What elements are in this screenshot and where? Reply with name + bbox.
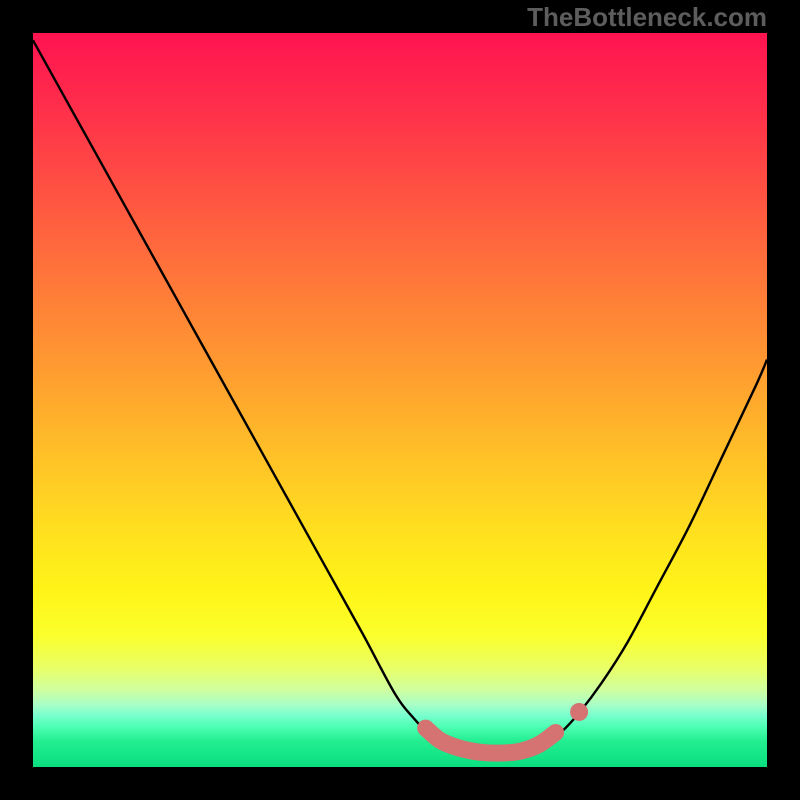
- frame-border-left: [0, 0, 33, 800]
- sweet-spot-end-dot: [570, 703, 588, 721]
- frame-border-right: [767, 0, 800, 800]
- chart-stage: TheBottleneck.com: [0, 0, 800, 800]
- watermark-text: TheBottleneck.com: [527, 2, 767, 33]
- frame-border-bottom: [0, 767, 800, 800]
- bottleneck-curve: [33, 40, 767, 756]
- chart-svg: [0, 0, 800, 800]
- sweet-spot-band: [426, 728, 556, 753]
